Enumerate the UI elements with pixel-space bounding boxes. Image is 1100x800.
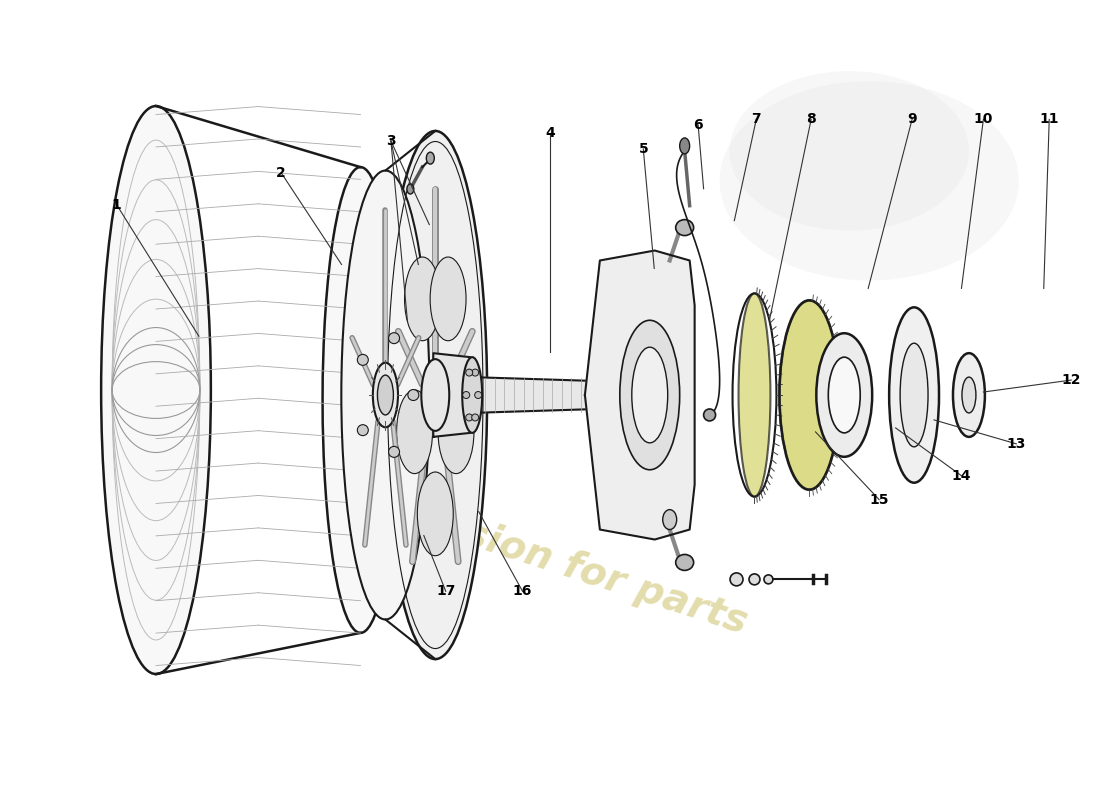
Ellipse shape xyxy=(462,357,482,433)
Ellipse shape xyxy=(373,362,398,427)
Ellipse shape xyxy=(662,510,676,530)
Circle shape xyxy=(358,425,368,436)
Polygon shape xyxy=(470,377,630,413)
Text: 4: 4 xyxy=(546,126,554,140)
Circle shape xyxy=(388,333,399,344)
Ellipse shape xyxy=(900,343,928,447)
Text: 13: 13 xyxy=(1006,437,1026,451)
Text: 5: 5 xyxy=(638,142,648,156)
Circle shape xyxy=(472,414,478,421)
Ellipse shape xyxy=(407,184,414,194)
Ellipse shape xyxy=(680,138,690,154)
Text: a passion for parts: a passion for parts xyxy=(348,478,752,642)
Ellipse shape xyxy=(675,220,694,235)
Ellipse shape xyxy=(417,472,453,556)
Ellipse shape xyxy=(421,359,449,431)
Circle shape xyxy=(764,575,773,584)
Circle shape xyxy=(749,574,760,585)
Text: 12: 12 xyxy=(1062,373,1081,387)
Text: 15: 15 xyxy=(869,493,889,506)
Ellipse shape xyxy=(816,334,872,457)
Ellipse shape xyxy=(101,106,211,674)
Text: 16: 16 xyxy=(513,584,532,598)
Text: 14: 14 xyxy=(952,469,971,482)
Ellipse shape xyxy=(953,353,984,437)
Ellipse shape xyxy=(341,170,429,619)
Ellipse shape xyxy=(384,131,487,659)
Ellipse shape xyxy=(962,377,976,413)
Ellipse shape xyxy=(675,554,694,570)
Circle shape xyxy=(408,390,419,401)
Text: 11: 11 xyxy=(1040,112,1059,126)
Ellipse shape xyxy=(377,375,394,415)
Ellipse shape xyxy=(828,357,860,433)
Circle shape xyxy=(463,391,470,398)
Text: 9: 9 xyxy=(908,112,917,126)
Polygon shape xyxy=(585,250,694,539)
Circle shape xyxy=(465,414,473,421)
Text: 2: 2 xyxy=(276,166,286,180)
Ellipse shape xyxy=(780,300,839,490)
Circle shape xyxy=(730,573,743,586)
Ellipse shape xyxy=(719,81,1019,281)
Ellipse shape xyxy=(704,409,716,421)
Text: 6: 6 xyxy=(693,118,703,132)
Circle shape xyxy=(472,369,478,376)
Text: 3: 3 xyxy=(386,134,396,148)
Ellipse shape xyxy=(631,347,668,443)
Ellipse shape xyxy=(738,294,770,497)
Text: 17: 17 xyxy=(436,584,455,598)
Circle shape xyxy=(388,446,399,458)
Ellipse shape xyxy=(397,390,432,474)
Ellipse shape xyxy=(438,390,474,474)
Text: 10: 10 xyxy=(974,112,993,126)
Polygon shape xyxy=(433,353,470,437)
Ellipse shape xyxy=(430,257,466,341)
Ellipse shape xyxy=(405,257,440,341)
Ellipse shape xyxy=(729,71,969,230)
Ellipse shape xyxy=(889,307,939,482)
Circle shape xyxy=(358,354,368,366)
Text: 7: 7 xyxy=(751,112,761,126)
Circle shape xyxy=(465,369,473,376)
Text: 1: 1 xyxy=(112,198,121,212)
Circle shape xyxy=(475,391,482,398)
Ellipse shape xyxy=(619,320,680,470)
Text: 8: 8 xyxy=(806,112,816,126)
Ellipse shape xyxy=(427,152,434,164)
Ellipse shape xyxy=(322,167,398,633)
